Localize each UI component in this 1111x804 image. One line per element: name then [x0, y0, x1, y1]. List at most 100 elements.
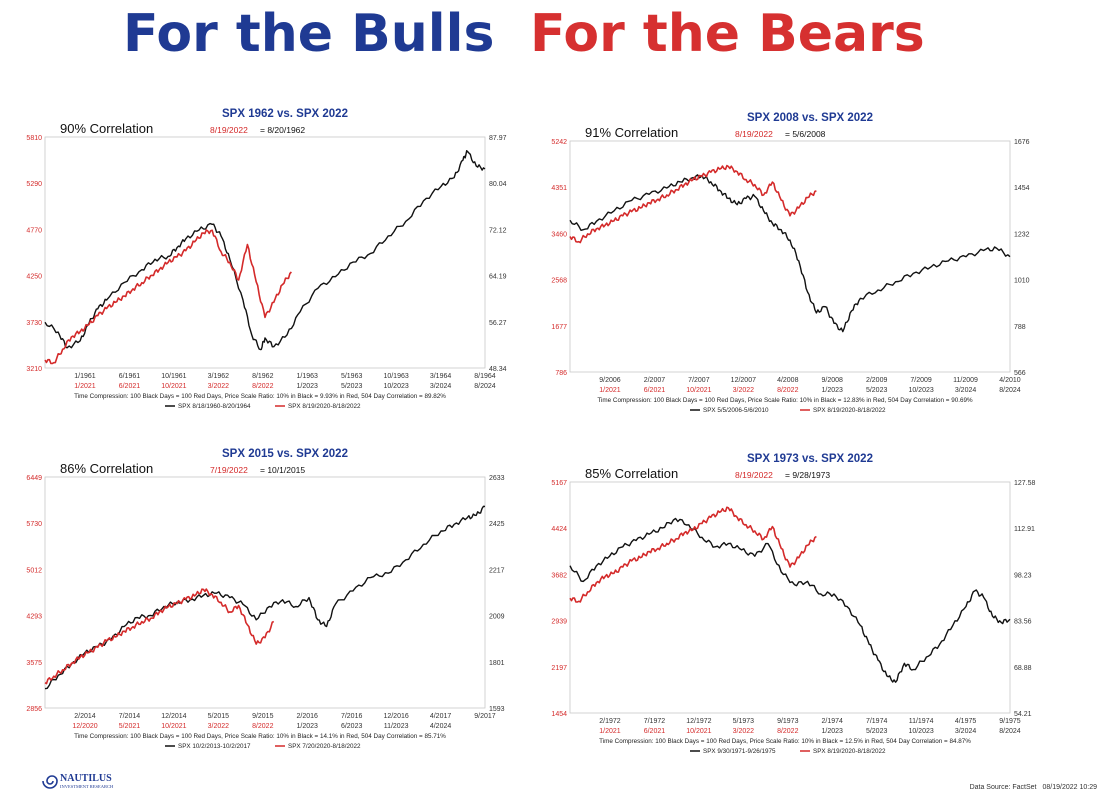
x-black-tick-label: 12/2016 [383, 713, 408, 720]
legend-label-red: SPX 8/19/2020-8/18/2022 [813, 407, 886, 414]
y-left-tick-label: 6449 [26, 475, 42, 482]
legend-label-black: SPX 5/5/2006-5/6/2010 [703, 407, 769, 414]
date-match-red: 7/19/2022 [210, 465, 248, 475]
x-red-tick-label: 1/2021 [599, 728, 621, 735]
x-black-tick-label: 5/2015 [208, 713, 230, 720]
x-red-tick-label: 3/2022 [208, 723, 230, 730]
bulls-heading: For the Bulls [123, 4, 495, 64]
x-black-tick-label: 7/2007 [688, 377, 710, 384]
y-left-tick-label: 5012 [26, 567, 42, 574]
correlation-label: 91% Correlation [585, 125, 678, 140]
x-red-tick-label: 3/2022 [208, 383, 230, 390]
y-right-tick-label: 127.58 [1014, 480, 1036, 487]
y-right-tick-label: 1801 [489, 660, 505, 667]
y-right-tick-label: 98.23 [1014, 572, 1032, 579]
x-black-tick-label: 7/2014 [119, 713, 141, 720]
y-left-tick-label: 2568 [551, 278, 567, 285]
date-match-red: 8/19/2022 [210, 125, 248, 135]
logo-subtitle: INVESTMENT RESEARCH [60, 784, 114, 789]
compression-note: Time Compression: 100 Black Days = 100 R… [74, 393, 446, 400]
y-left-tick-label: 5810 [26, 135, 42, 142]
y-left-tick-label: 3682 [551, 572, 567, 579]
compression-note: Time Compression: 100 Black Days = 100 R… [74, 733, 446, 740]
x-red-tick-label: 3/2024 [430, 383, 452, 390]
y-left-tick-label: 4293 [26, 614, 42, 621]
y-left-tick-label: 3460 [551, 231, 567, 238]
date-match-black: = 10/1/2015 [260, 465, 305, 475]
x-red-tick-label: 5/2021 [119, 723, 141, 730]
date-match-black: = 8/20/1962 [260, 125, 305, 135]
y-left-tick-label: 5730 [26, 521, 42, 528]
bears-heading: For the Bears [530, 4, 925, 64]
x-black-tick-label: 10/1961 [161, 373, 186, 380]
date-match-black: = 9/28/1973 [785, 470, 830, 480]
x-black-tick-label: 10/1963 [383, 373, 408, 380]
date-match-red: 8/19/2022 [735, 470, 773, 480]
date-match-black: = 5/6/2008 [785, 129, 826, 139]
y-right-tick-label: 64.19 [489, 274, 507, 281]
x-black-tick-label: 3/1964 [430, 373, 452, 380]
plot-area [44, 136, 486, 369]
y-left-tick-label: 3730 [26, 320, 42, 327]
correlation-label: 85% Correlation [585, 466, 678, 481]
x-red-tick-label: 10/2021 [161, 383, 186, 390]
compression-note: Time Compression: 100 Black Days = 100 R… [599, 738, 971, 745]
y-left-tick-label: 2197 [551, 665, 567, 672]
x-black-tick-label: 2/2016 [297, 713, 319, 720]
y-left-tick-label: 1454 [551, 711, 567, 718]
x-black-tick-label: 9/2015 [252, 713, 274, 720]
x-black-tick-label: 9/1975 [999, 718, 1021, 725]
x-red-tick-label: 4/2024 [430, 723, 452, 730]
y-right-tick-label: 1593 [489, 706, 505, 713]
x-black-tick-label: 1/1961 [74, 373, 96, 380]
x-red-tick-label: 3/2024 [955, 728, 977, 735]
series-line-red [569, 164, 817, 244]
x-black-tick-label: 3/1962 [208, 373, 230, 380]
data-timestamp: 08/19/2022 10:29 [1042, 784, 1098, 791]
x-black-tick-label: 2/1972 [599, 718, 621, 725]
x-red-tick-label: 8/2022 [252, 723, 274, 730]
x-red-tick-label: 6/2021 [644, 728, 666, 735]
chart-title: SPX 2015 vs. SPX 2022 [222, 448, 348, 460]
y-left-tick-label: 5290 [26, 181, 42, 188]
x-black-tick-label: 9/2017 [474, 713, 496, 720]
x-red-tick-label: 5/2023 [341, 383, 363, 390]
y-left-tick-label: 4351 [551, 185, 567, 192]
correlation-label: 90% Correlation [60, 121, 153, 136]
correlation-label: 86% Correlation [60, 461, 153, 476]
x-red-tick-label: 10/2021 [686, 728, 711, 735]
x-black-tick-label: 4/2010 [999, 377, 1021, 384]
x-red-tick-label: 6/2021 [119, 383, 141, 390]
y-left-tick-label: 786 [555, 370, 567, 377]
y-right-tick-label: 2425 [489, 521, 505, 528]
x-red-tick-label: 10/2023 [908, 387, 933, 394]
series-line-black [569, 517, 1011, 683]
chart-panel-spx-2015: SPX 2015 vs. SPX 2022 86% Correlation 7/19… [26, 448, 505, 750]
series-line-red [44, 588, 275, 685]
x-red-tick-label: 5/2023 [866, 387, 888, 394]
legend-label-red: SPX 7/20/2020-8/18/2022 [288, 743, 361, 750]
y-right-tick-label: 2009 [489, 614, 505, 621]
x-red-tick-label: 8/2024 [474, 383, 496, 390]
compression-note: Time Compression: 100 Black Days = 100 R… [597, 397, 973, 404]
x-red-tick-label: 8/2022 [252, 383, 274, 390]
x-red-tick-label: 5/2023 [866, 728, 888, 735]
series-line-black [44, 150, 486, 351]
nautilus-logo: NAUTILUS INVESTMENT RESEARCH [40, 769, 150, 798]
plot-area [44, 476, 486, 709]
series-line-red [569, 506, 817, 603]
x-black-tick-label: 9/2008 [822, 377, 844, 384]
legend-label-red: SPX 8/19/2020-8/18/2022 [288, 403, 361, 410]
x-black-tick-label: 11/2009 [953, 377, 978, 384]
x-black-tick-label: 7/1972 [644, 718, 666, 725]
x-red-tick-label: 10/2023 [383, 383, 408, 390]
y-right-tick-label: 1454 [1014, 185, 1030, 192]
y-right-tick-label: 788 [1014, 324, 1026, 331]
x-red-tick-label: 10/2023 [908, 728, 933, 735]
y-right-tick-label: 566 [1014, 370, 1026, 377]
x-black-tick-label: 5/1963 [341, 373, 363, 380]
x-black-tick-label: 2/2007 [644, 377, 666, 384]
chart-title: SPX 1973 vs. SPX 2022 [747, 453, 873, 465]
y-left-tick-label: 5167 [551, 480, 567, 487]
x-red-tick-label: 6/2021 [644, 387, 666, 394]
